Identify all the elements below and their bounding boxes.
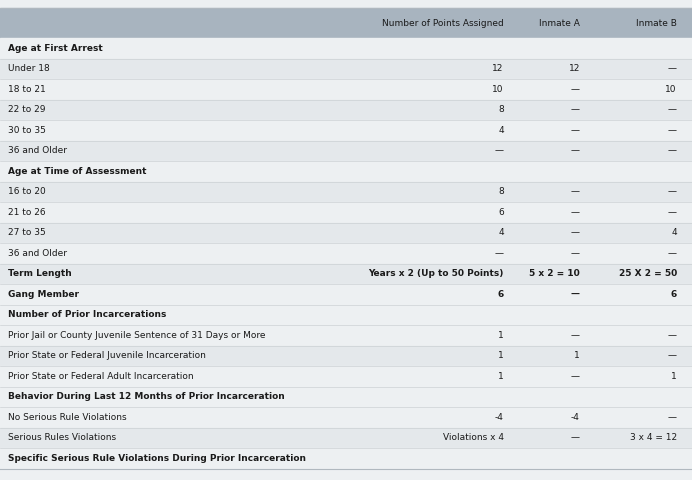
Text: —: — (571, 331, 580, 340)
Text: —: — (571, 249, 580, 258)
Text: Prior State or Federal Juvenile Incarceration: Prior State or Federal Juvenile Incarcer… (8, 351, 206, 360)
Text: 8: 8 (498, 187, 504, 196)
Text: 6: 6 (498, 208, 504, 217)
Text: 36 and Older: 36 and Older (8, 249, 67, 258)
Bar (0, 120, 692, 141)
Text: Number of Points Assigned: Number of Points Assigned (382, 19, 504, 27)
Text: Years x 2 (Up to 50 Points): Years x 2 (Up to 50 Points) (368, 269, 504, 278)
Text: 10: 10 (665, 85, 677, 94)
Bar (0, 59, 692, 79)
Text: Inmate B: Inmate B (636, 19, 677, 27)
Text: —: — (668, 105, 677, 114)
Text: 16 to 20: 16 to 20 (8, 187, 46, 196)
Text: 27 to 35: 27 to 35 (8, 228, 46, 237)
Text: —: — (668, 146, 677, 155)
Bar (0, 346, 692, 366)
Text: —: — (668, 249, 677, 258)
Bar (0, 38, 692, 59)
Text: 1: 1 (498, 331, 504, 340)
Text: 4: 4 (671, 228, 677, 237)
Bar (0, 407, 692, 428)
Text: —: — (668, 413, 677, 422)
Text: —: — (571, 372, 580, 381)
Bar (0, 243, 692, 264)
Text: 25 X 2 = 50: 25 X 2 = 50 (619, 269, 677, 278)
Text: Specific Serious Rule Violations During Prior Incarceration: Specific Serious Rule Violations During … (8, 454, 307, 463)
Text: —: — (571, 208, 580, 217)
Bar (0, 79, 692, 99)
Text: 3 x 4 = 12: 3 x 4 = 12 (630, 433, 677, 442)
Text: Gang Member: Gang Member (8, 290, 80, 299)
Text: 22 to 29: 22 to 29 (8, 105, 46, 114)
Text: 1: 1 (498, 351, 504, 360)
Text: —: — (571, 228, 580, 237)
Text: Term Length: Term Length (8, 269, 72, 278)
Text: Serious Rules Violations: Serious Rules Violations (8, 433, 116, 442)
Text: Inmate A: Inmate A (539, 19, 580, 27)
Text: —: — (668, 126, 677, 135)
Bar (0, 161, 692, 181)
Text: 4: 4 (498, 228, 504, 237)
Text: Behavior During Last 12 Months of Prior Incarceration: Behavior During Last 12 Months of Prior … (8, 392, 285, 401)
Bar (0, 386, 692, 407)
Text: 10: 10 (492, 85, 504, 94)
Bar (0, 181, 692, 202)
Text: 36 and Older: 36 and Older (8, 146, 67, 155)
Bar (0, 448, 692, 468)
Text: —: — (495, 146, 504, 155)
Text: No Serious Rule Violations: No Serious Rule Violations (8, 413, 127, 422)
Text: —: — (668, 331, 677, 340)
Text: Number of Prior Incarcerations: Number of Prior Incarcerations (8, 310, 167, 319)
Text: —: — (668, 187, 677, 196)
Text: 8: 8 (498, 105, 504, 114)
Bar (0, 202, 692, 223)
Text: Violations x 4: Violations x 4 (443, 433, 504, 442)
Text: —: — (668, 351, 677, 360)
Bar (0, 8, 692, 38)
Text: 1: 1 (574, 351, 580, 360)
Text: —: — (668, 64, 677, 73)
Bar (0, 325, 692, 346)
Bar (0, 304, 692, 325)
Text: —: — (571, 126, 580, 135)
Text: 4: 4 (498, 126, 504, 135)
Bar (0, 141, 692, 161)
Text: —: — (571, 187, 580, 196)
Text: Age at Time of Assessment: Age at Time of Assessment (8, 167, 147, 176)
Text: -4: -4 (571, 413, 580, 422)
Text: Age at First Arrest: Age at First Arrest (8, 44, 103, 53)
Text: —: — (571, 85, 580, 94)
Text: 30 to 35: 30 to 35 (8, 126, 46, 135)
Text: 6: 6 (498, 290, 504, 299)
Text: 12: 12 (493, 64, 504, 73)
Text: 1: 1 (671, 372, 677, 381)
Text: Prior Jail or County Juvenile Sentence of 31 Days or More: Prior Jail or County Juvenile Sentence o… (8, 331, 266, 340)
Text: 12: 12 (569, 64, 580, 73)
Text: 18 to 21: 18 to 21 (8, 85, 46, 94)
Bar (0, 264, 692, 284)
Bar (0, 366, 692, 386)
Bar (0, 284, 692, 304)
Text: —: — (571, 433, 580, 442)
Text: —: — (571, 290, 580, 299)
Text: -4: -4 (495, 413, 504, 422)
Text: Under 18: Under 18 (8, 64, 50, 73)
Text: 1: 1 (498, 372, 504, 381)
Text: 21 to 26: 21 to 26 (8, 208, 46, 217)
Text: 5 x 2 = 10: 5 x 2 = 10 (529, 269, 580, 278)
Text: —: — (571, 105, 580, 114)
Text: —: — (668, 208, 677, 217)
Text: —: — (571, 146, 580, 155)
Text: 6: 6 (671, 290, 677, 299)
Text: —: — (495, 249, 504, 258)
Text: Prior State or Federal Adult Incarceration: Prior State or Federal Adult Incarcerati… (8, 372, 194, 381)
Bar (0, 99, 692, 120)
Bar (0, 428, 692, 448)
Bar (0, 223, 692, 243)
